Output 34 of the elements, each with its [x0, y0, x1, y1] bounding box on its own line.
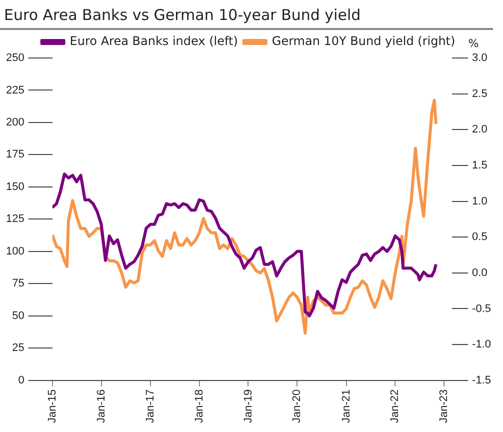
y2-tick-label: -0.5: [472, 302, 492, 315]
y-tick-label: 200: [6, 116, 24, 129]
y-tick-label: 25: [12, 342, 24, 354]
x-tick-label: Jan-22: [389, 389, 402, 424]
y2-tick-label: 1.0: [472, 195, 488, 208]
y-tick-label: 0: [18, 374, 24, 386]
legend-label: Euro Area Banks index (left): [70, 34, 238, 48]
y-tick-label: 75: [12, 278, 24, 290]
x-tick-label: Jan-18: [193, 389, 206, 424]
y2-tick-label: 2.0: [472, 124, 488, 136]
x-tick-label: Jan-23: [438, 389, 450, 424]
y2-tick-label: -1.5: [472, 374, 492, 386]
y-tick-label: 175: [6, 148, 24, 161]
y-tick-label: 225: [6, 84, 24, 96]
x-tick-label: Jan-19: [242, 389, 254, 424]
y-tick-label: 125: [6, 213, 24, 226]
y2-tick-label: 0.5: [472, 231, 488, 244]
y-tick-label: 50: [12, 310, 24, 322]
y2-tick-label: 1.5: [472, 159, 488, 172]
x-tick-label: Jan-15: [46, 389, 58, 424]
chart-title: Euro Area Banks vs German 10-year Bund yield: [0, 0, 493, 30]
x-tick-label: Jan-16: [95, 389, 108, 424]
y2-tick-label: 2.5: [472, 88, 488, 100]
y2-tick-label: -1.0: [472, 338, 492, 351]
y-tick-label: 150: [6, 180, 24, 193]
x-tick-label: Jan-17: [144, 389, 156, 424]
y-tick-label: 100: [6, 245, 24, 258]
y-tick-label: 250: [6, 52, 24, 64]
legend-label: German 10Y Bund yield (right): [272, 34, 456, 48]
y2-tick-label: 3.0: [472, 52, 488, 64]
x-tick-label: Jan-20: [291, 389, 304, 424]
y2-axis-title: %: [468, 36, 479, 50]
y2-tick-label: 0.0: [472, 266, 488, 279]
x-tick-label: Jan-21: [340, 389, 352, 424]
